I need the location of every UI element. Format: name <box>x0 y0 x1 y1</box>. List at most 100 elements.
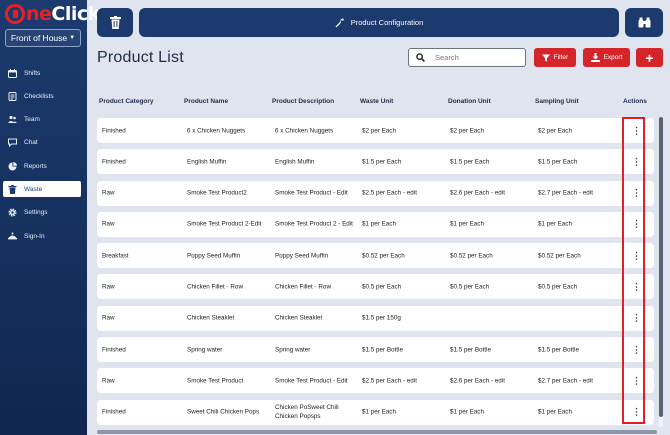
table-cell: $1.5 per Each <box>538 158 578 166</box>
table-row[interactable]: Finished Spring water Spring water $1.5 per… <box>97 337 654 363</box>
filter-label: Filter <box>553 54 569 61</box>
table-cell: $1.5 per 150g <box>362 314 401 322</box>
product-table: Finished 6 x Chicken Nuggets 6 x Chicken N… <box>97 118 657 431</box>
export-button[interactable]: Export <box>583 48 630 67</box>
row-actions-menu-icon[interactable]: ⋮ <box>632 187 641 198</box>
column-header[interactable]: Sampling Unit <box>535 98 579 105</box>
column-header[interactable]: Product Name <box>184 98 229 105</box>
sidebar-item-shifts[interactable]: Shifts <box>0 65 87 81</box>
table-cell: Spring water <box>275 346 311 354</box>
table-cell: Finished <box>102 127 126 134</box>
vertical-scrollbar-thumb[interactable] <box>659 117 663 417</box>
product-configuration-label: Product Configuration <box>350 18 424 27</box>
table-row[interactable]: Raw Smoke Test Product Smoke Test Product … <box>97 368 654 394</box>
sidebar-item-sign-in[interactable]: Sign-In <box>0 228 87 244</box>
sidebar-item-chat[interactable]: Chat <box>0 135 87 151</box>
table-cell: Poppy Seed Muffin <box>275 252 329 260</box>
waste-home-button[interactable] <box>97 8 133 37</box>
binoculars-button[interactable] <box>625 8 663 37</box>
row-actions-menu-icon[interactable]: ⋮ <box>632 156 641 167</box>
row-actions-menu-icon[interactable]: ⋮ <box>632 375 641 386</box>
column-header[interactable]: Waste Unit <box>360 98 394 105</box>
table-row[interactable]: Finished Sweet Chili Chicken Pops Chicken … <box>97 399 654 425</box>
table-cell: Smoke Test Product - Edit <box>275 189 348 197</box>
table-cell: $1 per Each <box>450 408 484 416</box>
row-actions-menu-icon[interactable]: ⋮ <box>632 406 641 417</box>
column-header[interactable]: Donation Unit <box>448 98 491 105</box>
download-icon <box>590 53 600 62</box>
table-cell: $1.5 per Bottle <box>538 346 579 354</box>
row-actions-menu-icon[interactable]: ⋮ <box>632 125 641 135</box>
table-cell: $2 per Each <box>538 127 572 134</box>
table-cell: $2 per Each <box>362 127 396 134</box>
table-cell: $1.5 per Each <box>362 158 402 166</box>
table-cell: 6 x Chicken Nuggets <box>187 127 246 134</box>
table-cell: Finished <box>102 408 126 416</box>
table-cell: Smoke Test Product - Edit <box>275 377 348 385</box>
table-cell: $2.7 per Each - edit <box>538 189 593 197</box>
table-cell: $2.5 per Each - edit <box>362 377 417 385</box>
table-row[interactable]: Raw Chicken Steaklet Chicken Steaklet $1.5 … <box>97 305 654 331</box>
table-row[interactable]: Breakfast Poppy Seed Muffin Poppy Seed Muf… <box>97 243 654 269</box>
table-cell: English Muffin <box>275 158 315 166</box>
sidebar-item-label: Waste <box>24 185 43 193</box>
sidebar-item-label: Reports <box>24 162 47 170</box>
table-cell: $0.5 per Each <box>362 283 402 291</box>
column-header[interactable]: Product Description <box>272 98 335 105</box>
table-cell: Raw <box>102 377 115 385</box>
table-cell: Chicken PoSweet Chili Chicken Popsps <box>275 404 339 421</box>
sidebar-item-label: Shifts <box>24 69 41 77</box>
chat-icon <box>8 138 17 148</box>
table-row[interactable]: Finished English Muffin English Muffin $1.5… <box>97 149 654 175</box>
sidebar-item-label: Sign-In <box>24 232 45 240</box>
search-input[interactable] <box>435 53 515 62</box>
table-cell: $2.7 per Each - edit <box>538 377 593 385</box>
calendar-icon <box>8 68 17 78</box>
oneclick-logo[interactable]: ne Click <box>5 3 100 25</box>
table-row[interactable]: Raw Chicken Fillet - Row Chicken Fillet - … <box>97 274 654 300</box>
table-cell: Smoke Test Product <box>187 377 244 385</box>
search-box[interactable] <box>408 48 526 67</box>
caret-down-icon: ▼ <box>69 35 76 41</box>
table-row[interactable]: Raw Smoke Test Product 2-Edit Smoke Test P… <box>97 211 654 237</box>
table-cell: Chicken Steaklet <box>275 314 323 322</box>
table-cell: Finished <box>102 346 126 354</box>
table-row[interactable]: Finished 6 x Chicken Nuggets 6 x Chicken N… <box>97 118 654 143</box>
table-cell: Smoke Test Product2 <box>187 189 247 197</box>
row-actions-menu-icon[interactable]: ⋮ <box>632 281 641 292</box>
sidebar-item-label: Settings <box>24 209 48 217</box>
sidebar-item-checklists[interactable]: Checklists <box>0 88 87 104</box>
sidebar-item-waste[interactable]: Waste <box>3 181 81 198</box>
logo-text-white: Click <box>51 3 100 25</box>
horizontal-scrollbar[interactable] <box>97 430 657 434</box>
sidebar-item-team[interactable]: Team <box>0 112 87 128</box>
sidebar-item-settings[interactable]: Settings <box>0 205 87 221</box>
row-actions-menu-icon[interactable]: ⋮ <box>632 218 641 229</box>
filter-button[interactable]: Filter <box>534 48 576 67</box>
sidebar-nav: Shifts Checklists Team Chat Reports Waste Sett… <box>0 65 87 251</box>
site-selector[interactable]: Front of House ▼ <box>5 29 81 47</box>
column-header[interactable]: Actions <box>623 98 647 105</box>
row-actions-menu-icon[interactable]: ⋮ <box>632 344 641 355</box>
table-cell: $0.5 per Each <box>538 283 578 291</box>
table-cell: English Muffin <box>187 158 227 166</box>
table-cell: Raw <box>102 189 115 197</box>
table-cell: Finished <box>102 158 126 166</box>
table-row[interactable]: Raw Smoke Test Product2 Smoke Test Product… <box>97 180 654 206</box>
export-label: Export <box>603 54 623 61</box>
sidebar: ne Click Front of House ▼ Shifts Checklis… <box>0 0 100 435</box>
sidebar-item-label: Checklists <box>24 92 54 100</box>
sidebar-item-reports[interactable]: Reports <box>0 158 87 174</box>
column-header[interactable]: Product Category <box>99 98 154 105</box>
table-cell: $2.5 per Each - edit <box>362 189 417 197</box>
table-cell: $1.5 per Bottle <box>450 346 491 354</box>
filter-icon <box>541 54 550 61</box>
table-cell: Smoke Test Product 2 - Edit <box>275 220 353 228</box>
table-cell: $0.52 per Each <box>538 252 581 260</box>
row-actions-menu-icon[interactable]: ⋮ <box>632 312 641 323</box>
row-actions-menu-icon[interactable]: ⋮ <box>632 250 641 261</box>
product-configuration-button[interactable]: Product Configuration <box>139 8 619 37</box>
add-product-button[interactable]: + <box>636 48 663 67</box>
table-cell: $1 per Each <box>538 220 572 228</box>
checklist-icon <box>8 91 17 101</box>
